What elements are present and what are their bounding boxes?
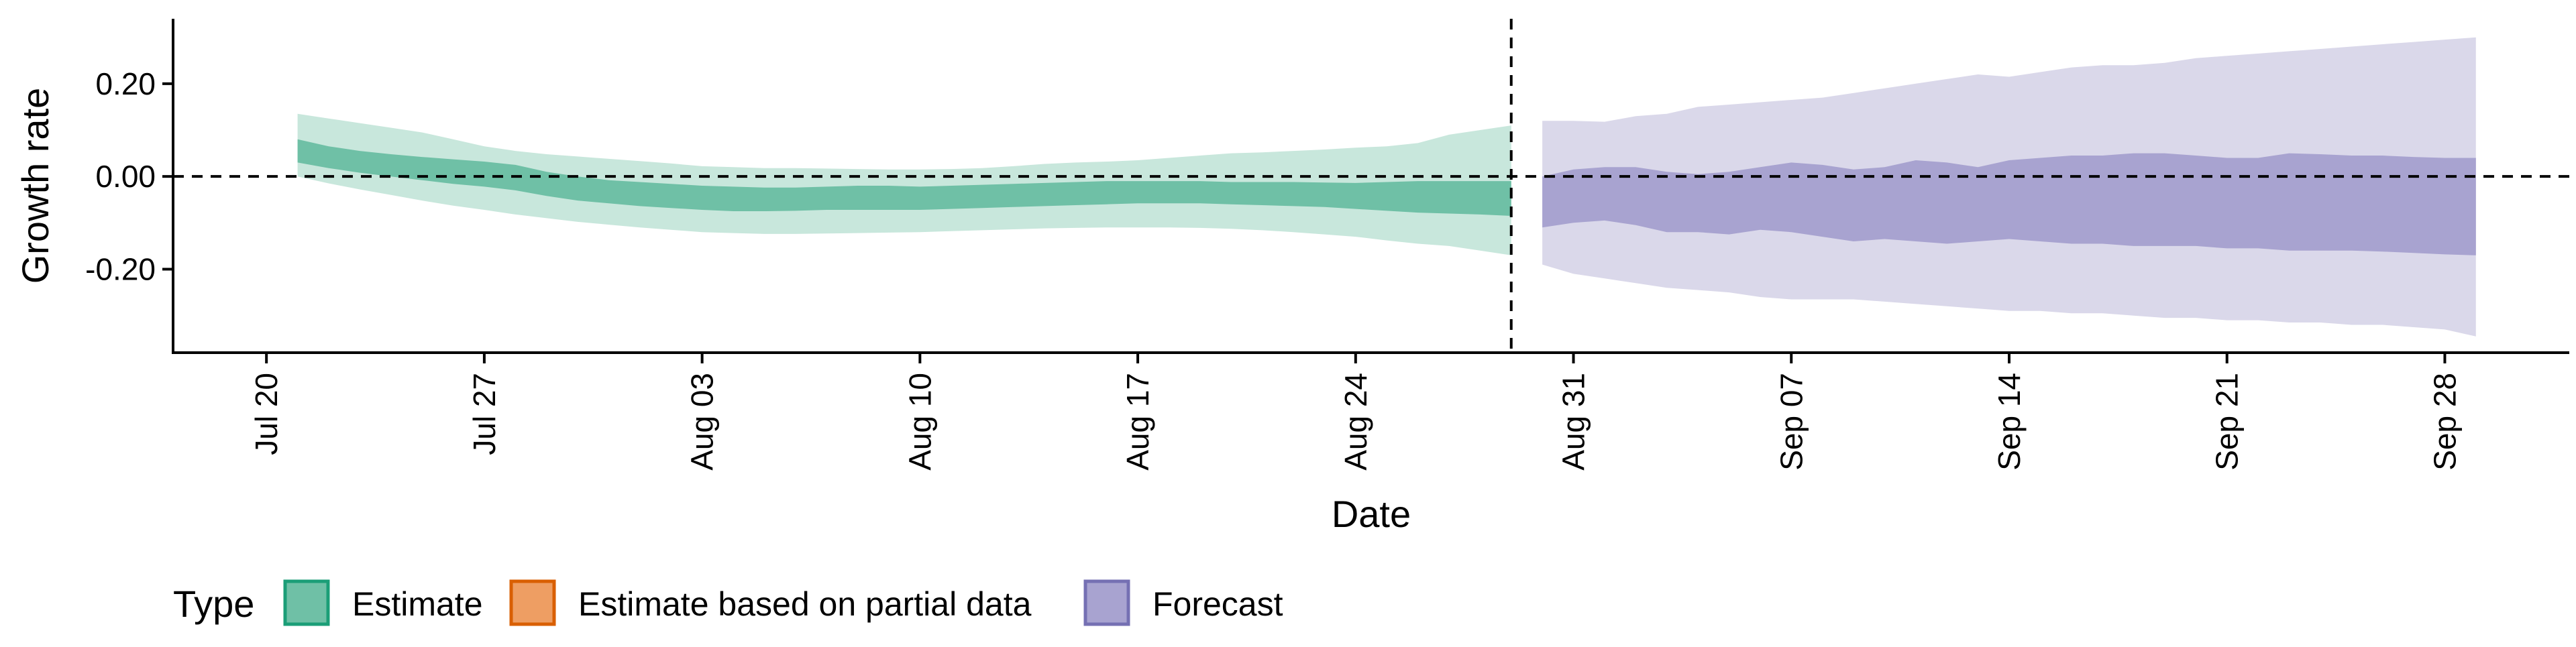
estimate-outer-ribbon <box>297 113 1511 255</box>
x-tick-label: Jul 27 <box>467 373 502 455</box>
reference-lines-layer <box>173 19 2569 353</box>
x-tick-label: Aug 31 <box>1556 373 1591 471</box>
x-tick-label: Aug 24 <box>1338 373 1373 471</box>
x-tick-label: Aug 17 <box>1120 373 1155 471</box>
x-tick-label: Sep 07 <box>1774 373 1809 471</box>
x-axis-title: Date <box>1332 493 1411 535</box>
y-tick-label: -0.20 <box>85 252 156 287</box>
ribbons-layer <box>297 37 2476 337</box>
x-tick-label: Aug 10 <box>902 373 937 471</box>
x-tick-label: Sep 21 <box>2210 373 2245 471</box>
estimate-inner-ribbon <box>297 139 1511 216</box>
y-axis-title: Growth rate <box>14 88 56 284</box>
legend-key-forecast <box>1083 579 1130 626</box>
x-tick-label: Sep 28 <box>2427 373 2462 471</box>
legend-key-estimate-based-on-partial-data <box>509 579 556 626</box>
axes-layer: 0.20 0.00 -0.20 Jul 20 Jul 27 Aug 03 Aug 10 Aug… <box>85 19 2569 471</box>
legend-label-forecast: Forecast <box>1152 585 1283 623</box>
legend-key-estimate <box>283 579 330 626</box>
y-tick-label: 0.00 <box>95 159 156 194</box>
legend-title: Type <box>173 583 254 625</box>
legend-label-estimate-based-on-partial-data: Estimate based on partial data <box>578 585 1032 623</box>
y-tick-label: 0.20 <box>95 66 156 101</box>
x-tick-label: Jul 20 <box>249 373 284 455</box>
legend: Type Estimate Estimate based on partial d… <box>173 579 1283 626</box>
x-tick-label: Sep 14 <box>1992 373 2027 471</box>
x-tick-label: Aug 03 <box>685 373 720 471</box>
legend-label-estimate: Estimate <box>352 585 483 623</box>
forecast-inner-ribbon <box>1542 153 2476 255</box>
